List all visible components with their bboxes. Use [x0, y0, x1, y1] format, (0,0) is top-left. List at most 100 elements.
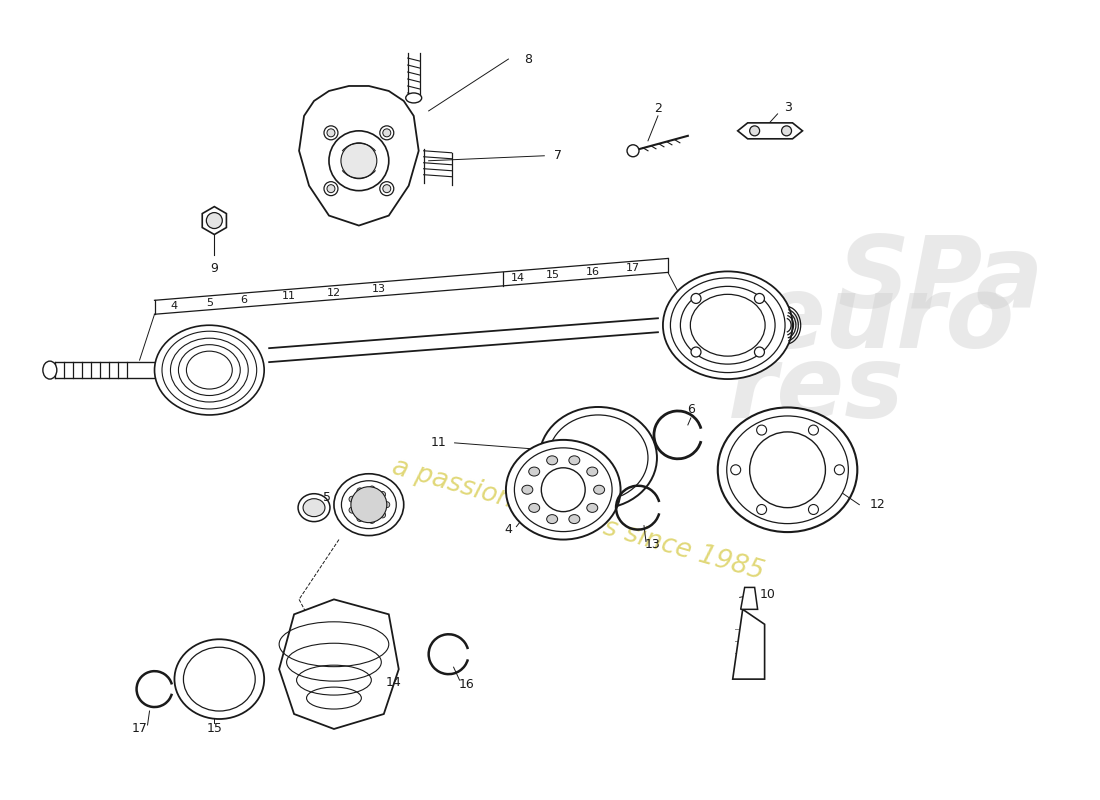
Ellipse shape [170, 338, 249, 402]
Circle shape [755, 294, 764, 303]
Circle shape [329, 131, 388, 190]
Ellipse shape [539, 407, 657, 509]
Circle shape [383, 185, 390, 193]
Ellipse shape [175, 639, 264, 719]
Polygon shape [740, 587, 758, 610]
Polygon shape [299, 86, 419, 226]
Text: 4: 4 [505, 523, 513, 536]
Text: 6: 6 [686, 403, 695, 417]
Circle shape [782, 126, 792, 136]
Text: 16: 16 [586, 266, 601, 277]
Circle shape [324, 126, 338, 140]
Polygon shape [279, 599, 399, 729]
Circle shape [207, 213, 222, 229]
Circle shape [327, 129, 336, 137]
Circle shape [383, 129, 390, 137]
Circle shape [324, 182, 338, 196]
Ellipse shape [670, 278, 785, 373]
Text: a passion for cars since 1985: a passion for cars since 1985 [389, 454, 767, 586]
Text: res: res [728, 342, 904, 438]
Ellipse shape [529, 467, 540, 476]
Circle shape [368, 486, 375, 492]
Text: 15: 15 [547, 270, 560, 280]
Ellipse shape [569, 456, 580, 465]
Circle shape [351, 486, 387, 522]
Circle shape [379, 512, 386, 518]
Polygon shape [733, 610, 764, 679]
Ellipse shape [663, 271, 792, 379]
Circle shape [349, 507, 355, 513]
Circle shape [808, 425, 818, 435]
Circle shape [750, 432, 825, 508]
Circle shape [757, 505, 767, 514]
Circle shape [341, 143, 377, 178]
Ellipse shape [548, 415, 648, 501]
Ellipse shape [304, 498, 324, 517]
Circle shape [384, 502, 389, 508]
Ellipse shape [43, 361, 57, 379]
Text: 9: 9 [210, 262, 218, 275]
Text: 11: 11 [282, 291, 296, 302]
Text: 4: 4 [170, 301, 178, 310]
Circle shape [750, 126, 760, 136]
Circle shape [379, 182, 394, 196]
Text: 7: 7 [554, 150, 562, 162]
Text: 6: 6 [241, 295, 248, 305]
Ellipse shape [506, 440, 620, 539]
Ellipse shape [718, 407, 857, 532]
Text: 12: 12 [327, 288, 341, 298]
Ellipse shape [586, 467, 597, 476]
Text: 8: 8 [525, 53, 532, 66]
Circle shape [356, 488, 363, 494]
Text: 13: 13 [645, 538, 661, 551]
Circle shape [691, 347, 701, 357]
Text: euro: euro [758, 272, 1015, 369]
Ellipse shape [586, 503, 597, 512]
Ellipse shape [681, 286, 776, 364]
Text: 5: 5 [323, 491, 331, 504]
Ellipse shape [547, 514, 558, 523]
Text: 2: 2 [654, 102, 662, 115]
Circle shape [368, 518, 375, 523]
Ellipse shape [184, 647, 255, 711]
Text: 10: 10 [760, 588, 775, 601]
Polygon shape [202, 206, 227, 234]
Ellipse shape [406, 93, 421, 103]
Ellipse shape [186, 351, 232, 389]
Circle shape [379, 126, 394, 140]
Text: 17: 17 [626, 263, 640, 274]
Ellipse shape [727, 416, 848, 524]
Text: SPa: SPa [837, 232, 1044, 329]
Circle shape [327, 185, 336, 193]
Circle shape [691, 294, 701, 303]
Ellipse shape [691, 294, 766, 356]
Ellipse shape [162, 331, 256, 409]
Text: 12: 12 [869, 498, 886, 511]
Ellipse shape [515, 448, 612, 531]
Circle shape [808, 505, 818, 514]
Ellipse shape [341, 481, 396, 529]
Circle shape [541, 468, 585, 512]
Text: 15: 15 [207, 722, 222, 735]
Circle shape [730, 465, 740, 474]
Circle shape [627, 145, 639, 157]
Text: 13: 13 [372, 284, 386, 294]
Ellipse shape [178, 345, 240, 395]
Ellipse shape [521, 486, 532, 494]
Text: 16: 16 [459, 678, 474, 690]
Ellipse shape [298, 494, 330, 522]
Text: 5: 5 [206, 298, 212, 308]
Circle shape [356, 515, 363, 522]
Circle shape [835, 465, 845, 474]
Ellipse shape [334, 474, 404, 535]
Text: 17: 17 [132, 722, 147, 735]
Text: 14: 14 [512, 273, 526, 282]
Text: 3: 3 [783, 102, 792, 114]
Polygon shape [738, 123, 803, 139]
Text: 11: 11 [431, 436, 447, 450]
Circle shape [757, 425, 767, 435]
Ellipse shape [594, 486, 605, 494]
Ellipse shape [529, 503, 540, 512]
Circle shape [349, 496, 355, 502]
Text: 14: 14 [386, 676, 402, 689]
